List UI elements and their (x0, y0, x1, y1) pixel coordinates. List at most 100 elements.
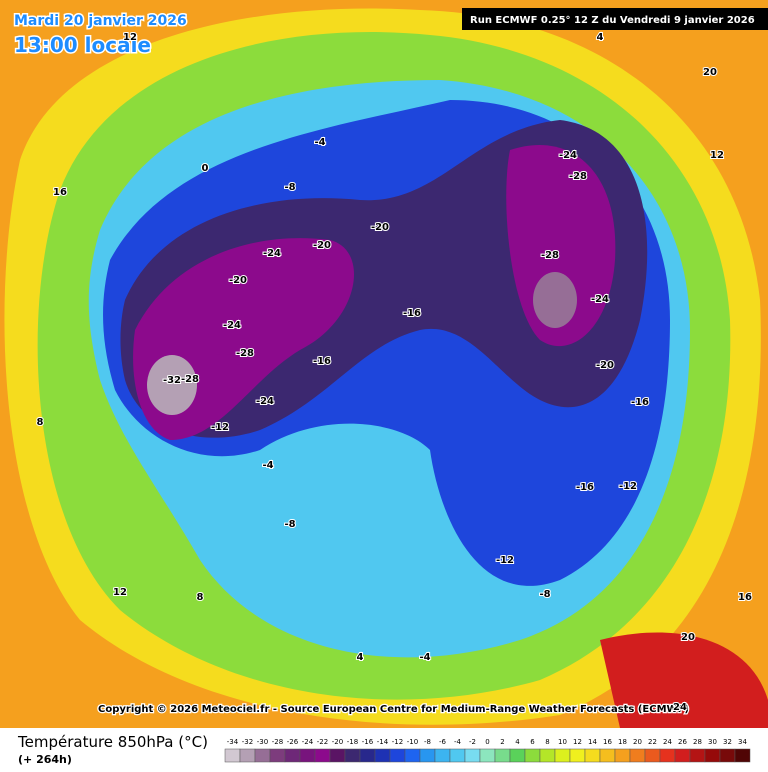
contour-label: 12 (123, 32, 137, 43)
contour-label: -28 (541, 250, 559, 261)
contour-label: -4 (419, 652, 430, 663)
contour-label: -24 (559, 150, 577, 161)
scale-label: -34 (227, 738, 239, 746)
scale-label: -26 (287, 738, 299, 746)
forecast-date: Mardi 20 janvier 2026 (14, 13, 187, 29)
contour-label: 16 (738, 592, 752, 603)
scale-cell (284, 748, 301, 763)
scale-label: 24 (663, 738, 672, 746)
contour-label: 16 (53, 187, 67, 198)
run-box (462, 8, 768, 30)
contour-label: 20 (681, 632, 695, 643)
scale-cell (734, 748, 751, 763)
scale-label: -4 (454, 738, 462, 746)
scale-label: 6 (530, 738, 535, 746)
contour-label: 0 (202, 163, 209, 174)
scale-cell (614, 748, 631, 763)
contour-label: -8 (284, 182, 295, 193)
scale-label: 22 (648, 738, 657, 746)
scale-cell (509, 748, 526, 763)
scale-cell (479, 748, 496, 763)
cold-core-min (533, 272, 577, 328)
forecast-time: 13:00 locale (14, 33, 151, 57)
scale-label: -6 (439, 738, 447, 746)
contour-label: 4 (597, 32, 604, 43)
scale-cell (419, 748, 436, 763)
contour-label: -12 (211, 422, 229, 433)
contour-label: 12 (710, 150, 724, 161)
scale-label: 34 (738, 738, 747, 746)
scale-label: -2 (469, 738, 476, 746)
scale-label: -24 (302, 738, 314, 746)
contour-label: -28 (236, 348, 254, 359)
scale-cell (359, 748, 376, 763)
scale-cell (629, 748, 646, 763)
scale-cell (299, 748, 316, 763)
contour-label: -20 (596, 360, 614, 371)
scale-cell (704, 748, 721, 763)
scale-cell (719, 748, 736, 763)
scale-label: 0 (485, 738, 489, 746)
scale-label: -28 (272, 738, 283, 746)
contour-label: -8 (284, 519, 295, 530)
scale-cell (314, 748, 331, 763)
scale-label: 12 (573, 738, 582, 746)
scale-label: -32 (242, 738, 253, 746)
contour-label: -20 (313, 240, 331, 251)
contour-label: -24 (591, 294, 609, 305)
scale-cell (254, 748, 271, 763)
scale-cell (494, 748, 511, 763)
scale-label: -30 (257, 738, 268, 746)
scale-label: -18 (347, 738, 358, 746)
lead-time: (+ 264h) (18, 753, 72, 766)
scale-label: -22 (317, 738, 328, 746)
scale-cell (374, 748, 391, 763)
scale-label: 2 (500, 738, 504, 746)
scale-cell (689, 748, 706, 763)
contour-label: -16 (313, 356, 331, 367)
contour-label: -24 (223, 320, 241, 331)
scale-cell (269, 748, 286, 763)
contour-label: 8 (37, 417, 44, 428)
scale-cell (434, 748, 451, 763)
contour-label: -20 (229, 275, 247, 286)
map (0, 0, 768, 728)
scale-cell (224, 748, 241, 763)
scale-cell (584, 748, 601, 763)
scale-cell (449, 748, 466, 763)
scale-cell (239, 748, 256, 763)
contour-label: -24 (256, 396, 274, 407)
scale-label: 26 (678, 738, 687, 746)
scale-cell (554, 748, 571, 763)
contour-label: 4 (357, 652, 364, 663)
zone-hot (600, 632, 768, 728)
contour-label: -4 (262, 460, 273, 471)
scale-label: 30 (708, 738, 717, 746)
contour-label: -28 (569, 171, 587, 182)
scale-cell (464, 748, 481, 763)
contour-label: -16 (403, 308, 421, 319)
scale-label: 14 (588, 738, 597, 746)
contour-label: -12 (496, 555, 514, 566)
color-scale: -34 -32 -30 -28 -26 -24 -22 -20 -18 -16 -14 -12 -10-… (224, 738, 751, 763)
scale-label: -16 (362, 738, 374, 746)
scale-cell (539, 748, 556, 763)
run-info: Run ECMWF 0.25° 12 Z du Vendredi 9 janvi… (470, 15, 755, 26)
contour-labels: -32 -28-28-24-24-20-24-20-16-12-8-40-24-2… (36, 31, 753, 714)
scale-label: 16 (603, 738, 612, 746)
scale-cell (404, 748, 421, 763)
contour-label: -20 (371, 222, 389, 233)
scale-cell (344, 748, 361, 763)
scale-cell (569, 748, 586, 763)
contour-label: -4 (314, 137, 325, 148)
contour-label: -28 (181, 374, 199, 385)
contour-label: -8 (539, 589, 550, 600)
copyright: Copyright © 2026 Meteociel.fr - Source E… (98, 704, 689, 715)
contour-label: 12 (113, 587, 127, 598)
contour-label: 8 (197, 592, 204, 603)
scale-label: 20 (633, 738, 642, 746)
scale-label: 10 (558, 738, 567, 746)
legend-title: Température 850hPa (°C) (17, 733, 208, 751)
scale-label: -12 (392, 738, 403, 746)
